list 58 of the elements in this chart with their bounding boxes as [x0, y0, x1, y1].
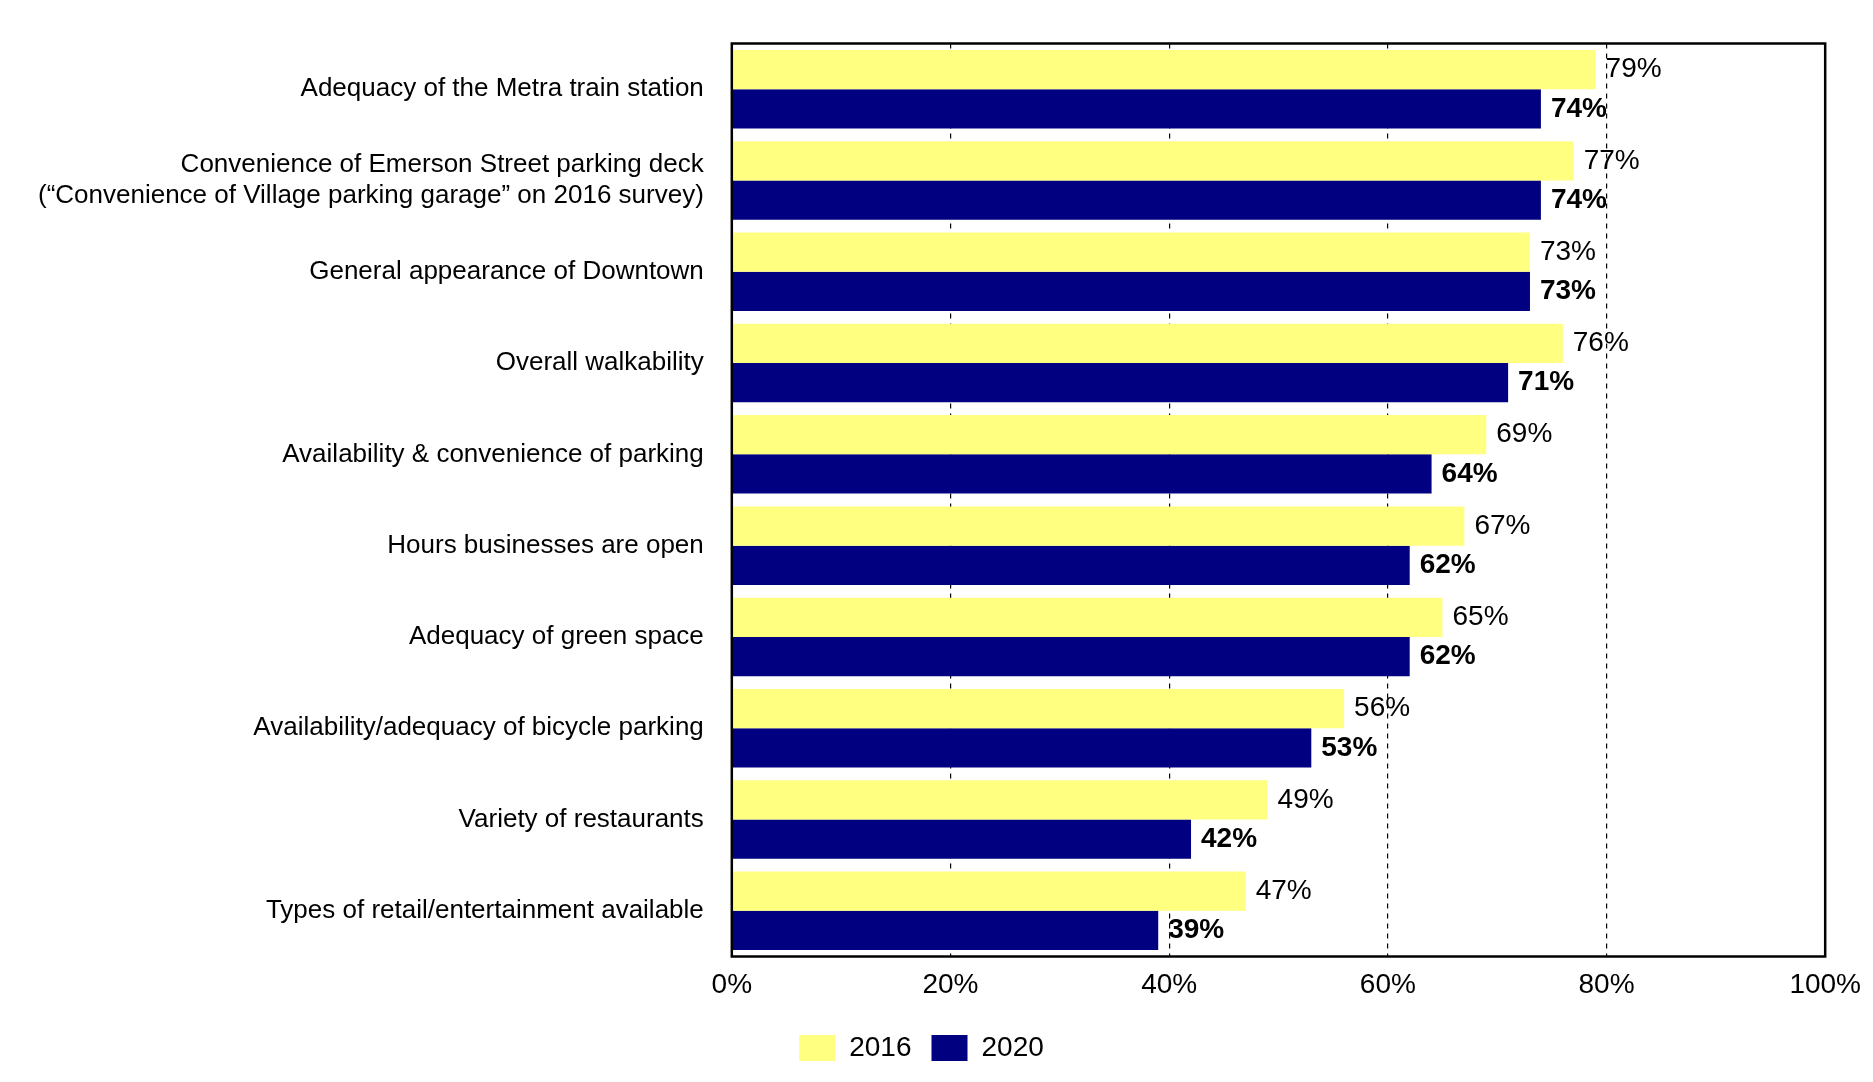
bar — [732, 49, 1596, 90]
bar — [732, 506, 1465, 546]
data-label: 73% — [1539, 274, 1597, 306]
legend-label: 2016 — [849, 1030, 912, 1062]
data-label: 42% — [1201, 821, 1258, 853]
data-label: 62% — [1419, 547, 1476, 579]
data-label: 77% — [1583, 143, 1640, 175]
data-label: 49% — [1277, 782, 1334, 814]
data-label: 69% — [1496, 417, 1553, 449]
y-tick-label: Hours businesses are open — [387, 528, 704, 559]
bar — [732, 89, 1541, 129]
bar — [732, 636, 1410, 677]
y-tick-label: Adequacy of green space — [408, 620, 704, 651]
bar — [732, 910, 1159, 951]
data-label: 39% — [1168, 913, 1225, 945]
bar — [732, 819, 1192, 859]
x-tick-label: 0% — [711, 967, 753, 999]
bar — [732, 454, 1432, 494]
bar — [732, 415, 1487, 455]
data-label: 74% — [1550, 91, 1608, 123]
data-label: 76% — [1572, 326, 1629, 358]
bar — [732, 232, 1530, 272]
data-label: 56% — [1354, 691, 1411, 723]
bar — [732, 780, 1268, 820]
bar — [732, 545, 1410, 585]
bar — [732, 271, 1530, 312]
y-tick-label: Availability/adequacy of bicycle parking — [253, 711, 704, 742]
bar — [732, 363, 1509, 403]
data-label: 65% — [1452, 600, 1509, 632]
y-tick-label: Variety of restaurants — [458, 802, 704, 833]
x-tick-label: 80% — [1578, 967, 1635, 999]
data-label: 74% — [1550, 182, 1608, 214]
data-label: 73% — [1539, 234, 1597, 266]
y-tick-label: Adequacy of the Metra train station — [300, 72, 704, 103]
data-label: 62% — [1419, 639, 1476, 671]
legend-label: 2020 — [981, 1030, 1044, 1062]
x-tick-label: 40% — [1141, 967, 1198, 999]
y-tick-label: Convenience of Emerson Street parking deck (“Convenience of Village parking garage” on 2016 survey) — [37, 148, 705, 210]
bar — [732, 180, 1541, 220]
data-label: 71% — [1518, 365, 1575, 397]
bar — [732, 141, 1574, 181]
y-tick-label: Overall walkability — [495, 346, 704, 377]
x-tick-label: 60% — [1359, 967, 1416, 999]
data-label: 47% — [1255, 873, 1312, 905]
y-tick-label: Types of retail/entertainment available — [265, 893, 704, 924]
data-label: 67% — [1474, 508, 1531, 540]
bar — [732, 597, 1443, 637]
y-tick-label: General appearance of Downtown — [309, 254, 704, 285]
x-tick-label: 100% — [1789, 967, 1862, 999]
bar — [732, 871, 1246, 911]
data-label: 64% — [1441, 456, 1498, 488]
data-label: 79% — [1605, 52, 1662, 84]
bar — [732, 688, 1345, 729]
data-label: 53% — [1321, 730, 1378, 762]
y-tick-label: Availability & convenience of parking — [282, 437, 704, 468]
x-tick-label: 20% — [922, 967, 979, 999]
bar — [732, 728, 1312, 768]
bar — [732, 323, 1563, 364]
